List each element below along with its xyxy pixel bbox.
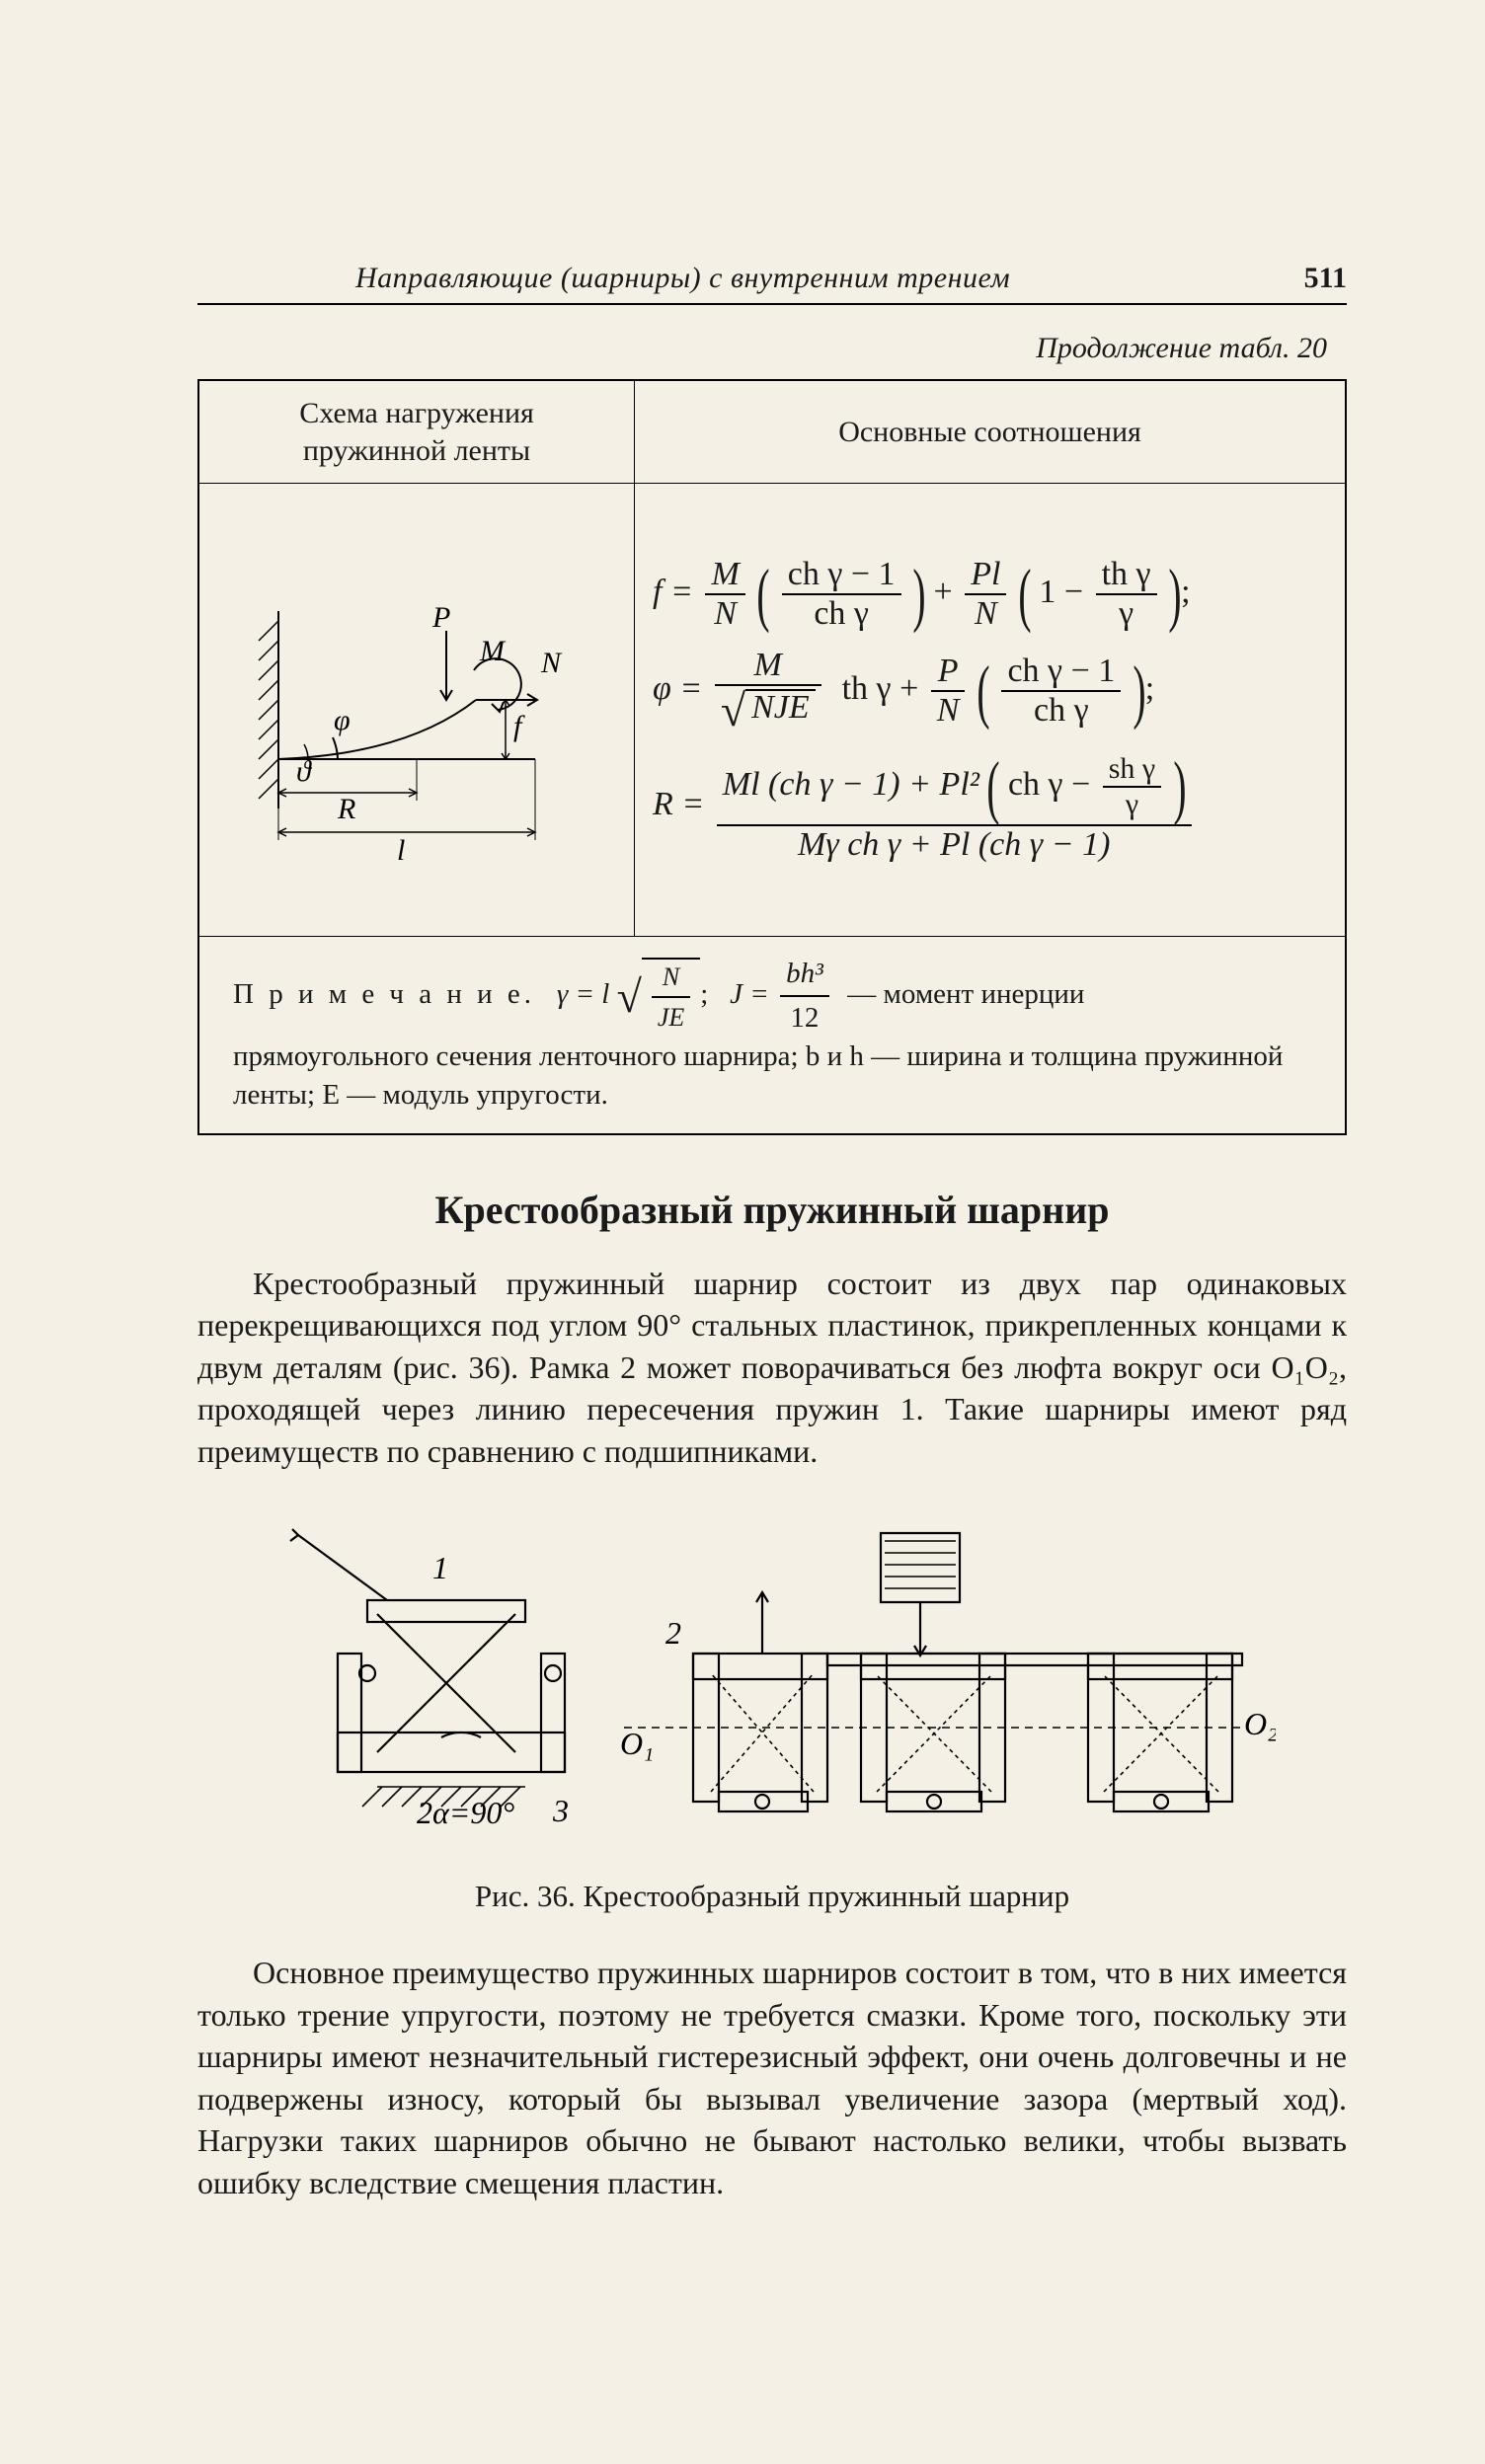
rparen-icon: )	[1168, 559, 1181, 630]
rparen-icon: )	[912, 559, 925, 630]
diagram-label-N: N	[540, 647, 563, 679]
running-header: Направляющие (шарниры) с внутренним трен…	[197, 262, 1347, 305]
phi-frac-chg: ch γ − 1 ch γ	[1001, 654, 1121, 728]
phi-lhs: φ =	[653, 670, 702, 707]
figure-36: 1 2 O₁ O₂ 2α=90° 3	[197, 1505, 1347, 1861]
fig-label-3: 3	[552, 1793, 569, 1828]
running-title: Направляющие (шарниры) с внутренним трен…	[355, 262, 1010, 295]
f-frac-chg: ch γ − 1 ch γ	[782, 558, 901, 631]
formula-cell: f = M N ( ch γ − 1 ch γ ) + Pl N	[635, 484, 1346, 937]
diagram-label-f: f	[513, 710, 525, 742]
note-tail: прямоугольного сечения ленточного шарнир…	[233, 1040, 1283, 1111]
phi-coef: M √NJE	[715, 649, 821, 733]
f-lhs: f =	[653, 574, 693, 610]
R-lhs: R =	[653, 786, 704, 822]
note-gamma: γ = l	[557, 978, 610, 1010]
page: Направляющие (шарниры) с внутренним трен…	[0, 0, 1485, 2464]
page-number: 511	[1304, 262, 1347, 295]
f-frac-PlN: Pl N	[965, 558, 1006, 631]
thg: th γ	[842, 670, 892, 707]
fig-label-O1: O₁	[620, 1726, 654, 1761]
diagram-label-phi: φ	[334, 704, 351, 736]
note-J: J =	[730, 978, 769, 1010]
diagram-cell: P M N φ f R l ϑ	[198, 484, 635, 937]
diagram-label-P: P	[431, 601, 450, 634]
rparen-icon: )	[1133, 655, 1145, 727]
R-inner-frac: sh γ γ	[1103, 754, 1161, 819]
fig-label-O2: O₂	[1244, 1706, 1276, 1741]
continuation-label: Продолжение табл. 20	[197, 332, 1327, 365]
lparen-icon: (	[987, 751, 1000, 822]
formula-phi: φ = M √NJE th γ + P N (	[653, 649, 1327, 733]
R-frac: Ml (ch γ − 1) + Pl² ( ch γ − sh γ γ ) Mγ…	[717, 751, 1192, 862]
figure-caption: Рис. 36. Крестообразный пружинный шарнир	[197, 1879, 1347, 1914]
section-heading: Крестообразный пружинный шарнир	[197, 1187, 1347, 1233]
f-frac-thg: th γ γ	[1096, 558, 1157, 631]
f-frac-MN: M N	[705, 558, 744, 631]
table-header-right: Основные соотношения	[635, 380, 1346, 484]
table-header-row: Схема нагруженияпружинной ленты Основные…	[198, 380, 1346, 484]
fig-label-angle: 2α=90°	[417, 1795, 514, 1830]
diagram-label-M: M	[479, 635, 507, 667]
loading-diagram: P M N φ f R l ϑ	[239, 552, 594, 868]
sqrt-icon: √ N JE	[617, 958, 701, 1035]
diagram-label-theta: ϑ	[296, 755, 313, 788]
diagram-label-R: R	[337, 793, 355, 825]
formula-R: R = Ml (ch γ − 1) + Pl² ( ch γ − sh γ γ …	[653, 751, 1327, 862]
diagram-label-l: l	[397, 834, 405, 867]
rparen-icon: )	[1173, 751, 1186, 822]
fig-label-1: 1	[432, 1550, 448, 1585]
table-header-left: Схема нагруженияпружинной ленты	[198, 380, 635, 484]
sqrt-icon: √NJE	[721, 688, 816, 733]
table-note-row: П р и м е ч а н и е. γ = l √ N JE ; J = …	[198, 937, 1346, 1134]
lparen-icon: (	[757, 559, 770, 630]
formula-f: f = M N ( ch γ − 1 ch γ ) + Pl N	[653, 558, 1327, 631]
note-lead: П р и м е ч а н и е.	[233, 978, 535, 1010]
paragraph-1: Крестообразный пружинный шарнир состоит …	[197, 1263, 1347, 1473]
figure-36-drawing: 1 2 O₁ O₂ 2α=90° 3	[269, 1505, 1276, 1861]
note-J-desc: — момент инерции	[847, 978, 1084, 1010]
note-J-frac: bh³ 12	[780, 955, 829, 1038]
table-note: П р и м е ч а н и е. γ = l √ N JE ; J = …	[198, 937, 1346, 1134]
fig-label-2: 2	[665, 1615, 681, 1651]
header-left-text: Схема нагруженияпружинной ленты	[299, 397, 534, 467]
table-body-row: P M N φ f R l ϑ f = M	[198, 484, 1346, 937]
table-20: Схема нагруженияпружинной ленты Основные…	[197, 379, 1347, 1135]
lparen-icon: (	[977, 655, 989, 727]
phi-frac-PN: P N	[931, 654, 966, 728]
lparen-icon: (	[1018, 559, 1031, 630]
paragraph-2: Основное преимущество пружинных шарниров…	[197, 1952, 1347, 2203]
